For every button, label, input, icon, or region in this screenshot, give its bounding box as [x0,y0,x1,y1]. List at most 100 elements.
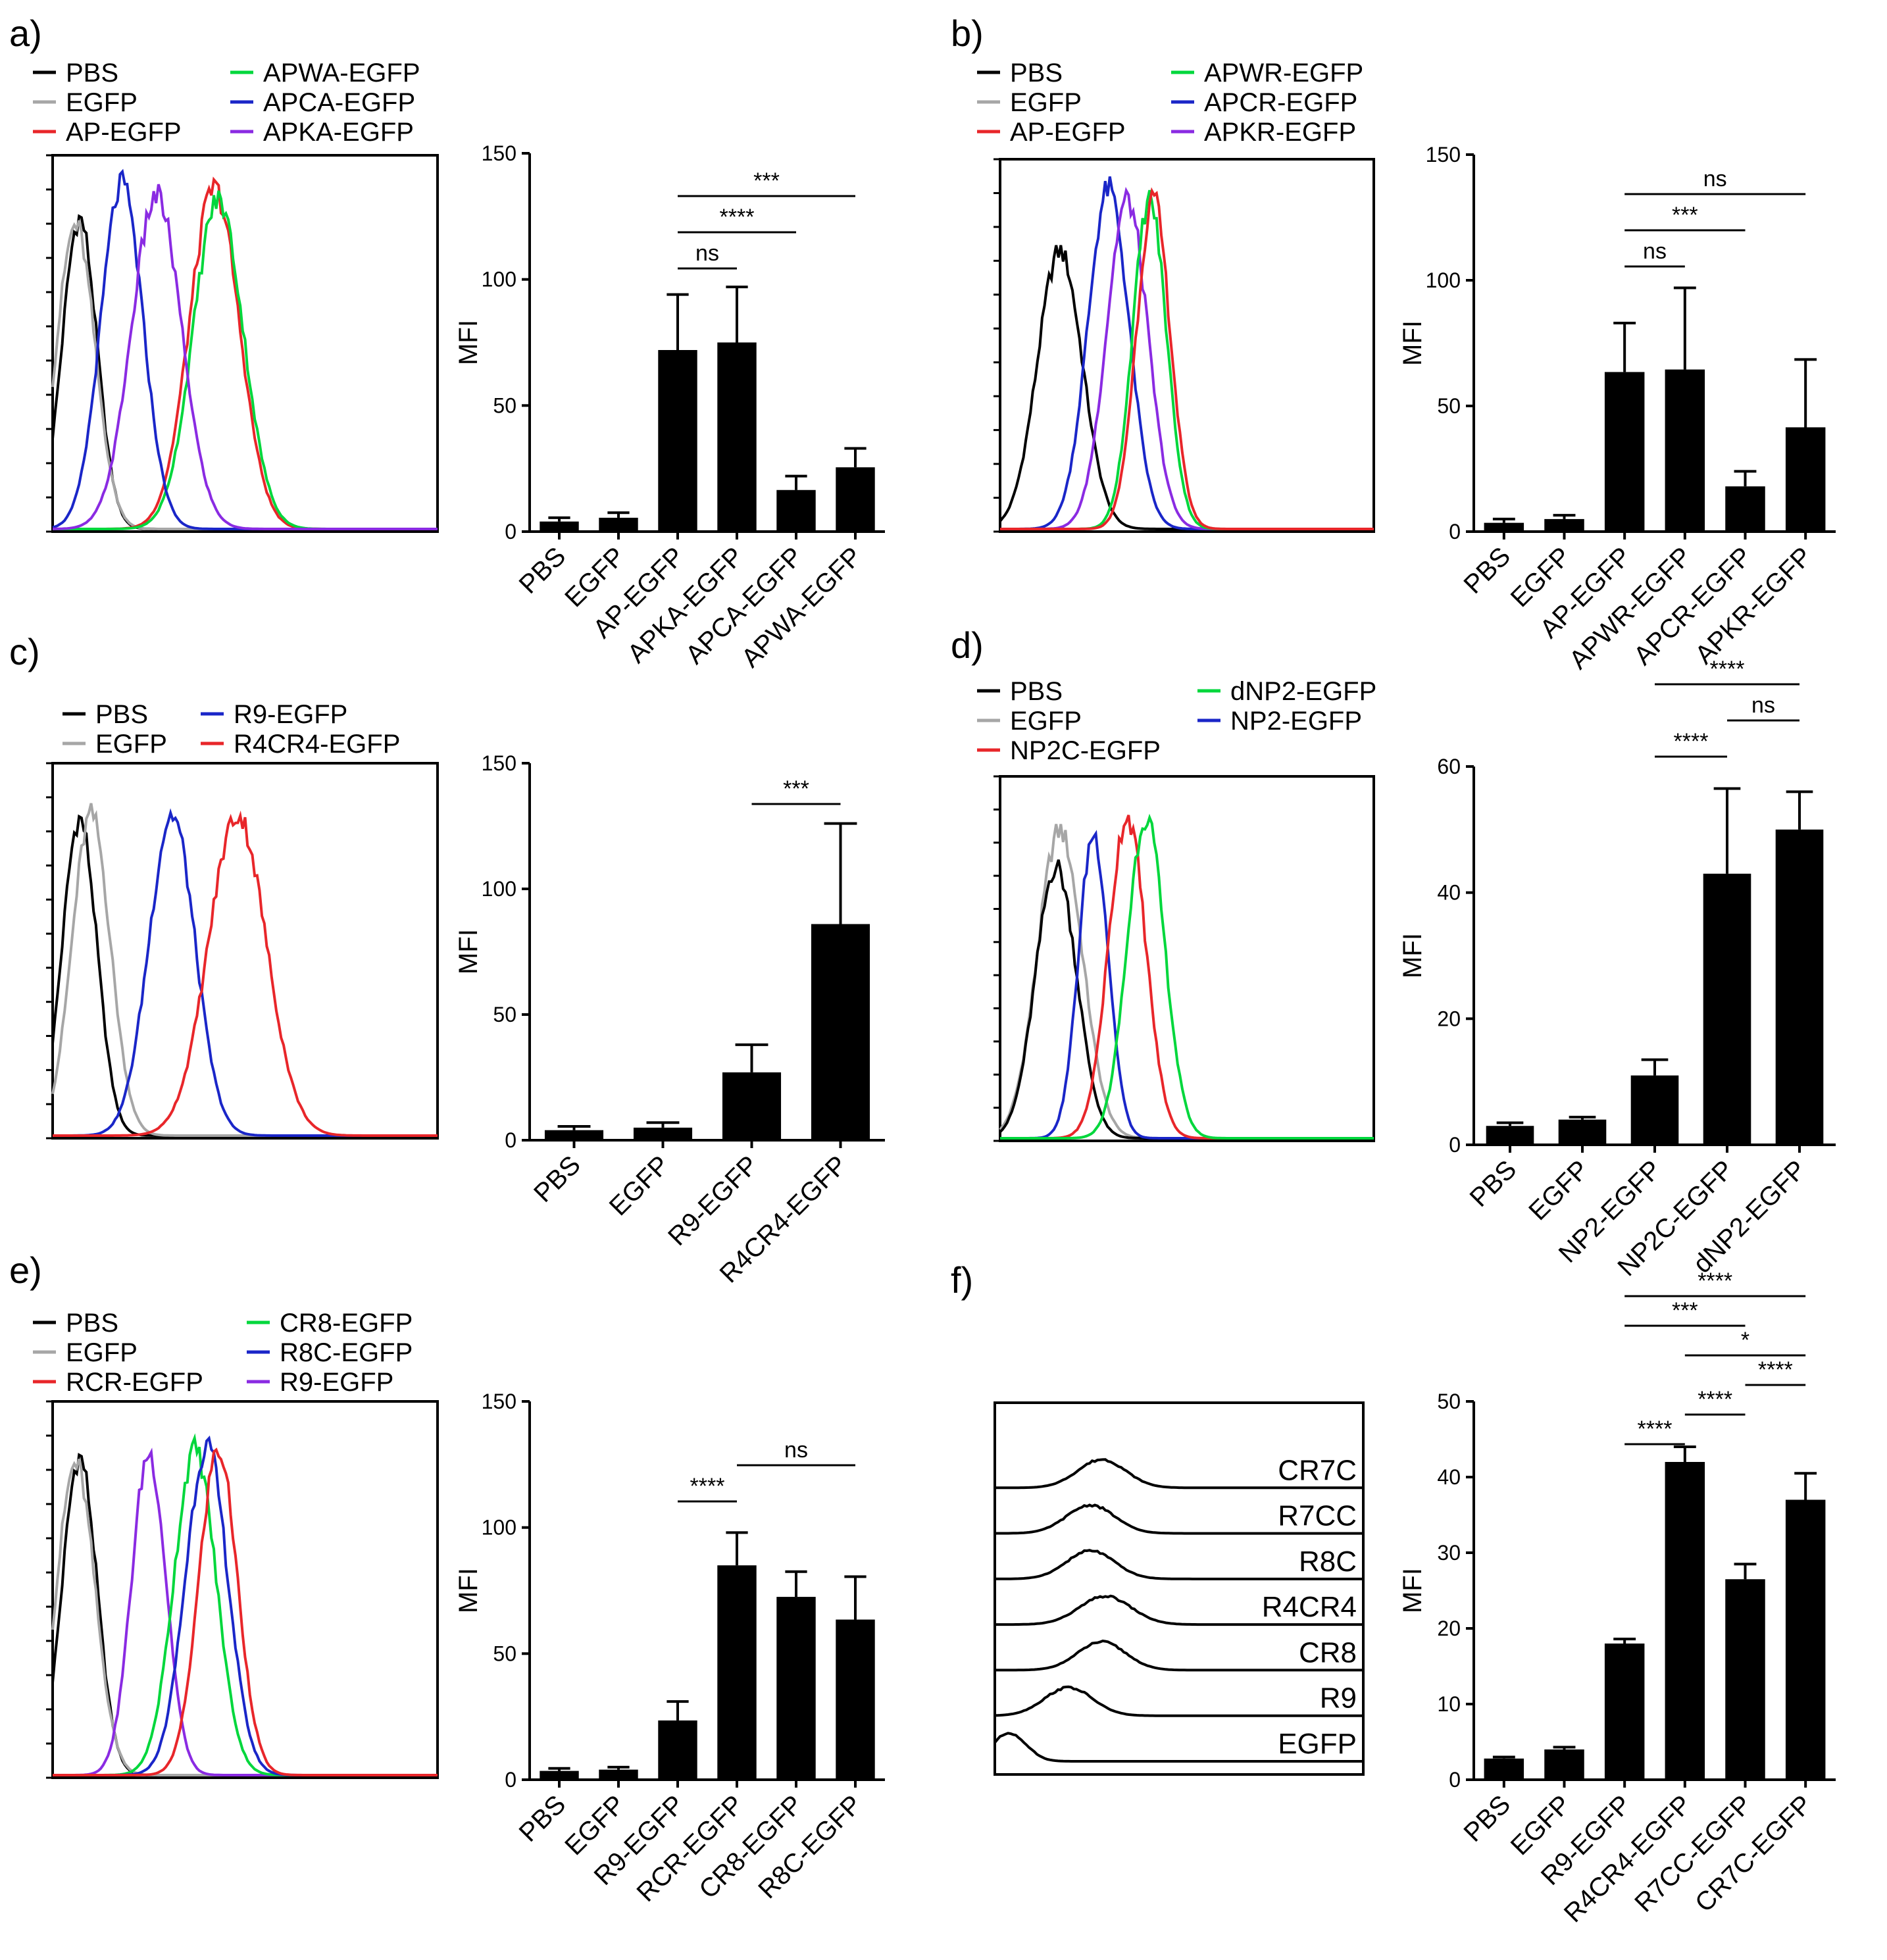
bar-apwr-egfp [1665,369,1705,532]
legend-label: dNP2-EGFP [1230,677,1376,706]
histogram-curve-ap-egfp [1000,187,1374,530]
bar-rcr-egfp [717,1565,757,1780]
y-tick-label: 20 [1437,1617,1461,1640]
panel-label-c: c) [9,631,40,672]
bar-r4cr4-egfp [1665,1462,1705,1780]
significance-label: **** [1638,1417,1673,1442]
bar-chart-b: 050100150MFIPBSEGFPAP-EGFPAPWR-EGFPAPCR-… [1398,143,1836,675]
bar-apcr-egfp [1725,486,1765,532]
y-tick-label: 100 [482,877,516,901]
y-axis-label: MFI [454,1568,483,1613]
panel-label-d: d) [951,624,984,666]
legend-label: APWA-EGFP [263,59,420,88]
legend-label: PBS [66,1309,118,1338]
significance-label: **** [1758,1357,1793,1382]
bar-pbs [1484,522,1524,532]
legend-label: R4CR4-EGFP [234,730,400,759]
x-tick-label: PBS [528,1150,586,1208]
histogram-d [994,775,1375,1142]
ridge-label: R4CR4 [1262,1591,1357,1623]
y-tick-label: 50 [493,1642,516,1665]
legend-label: PBS [95,700,148,729]
histogram-curve-r4cr4-egfp [53,810,438,1137]
ridge-curve-cr8 [995,1639,1363,1672]
y-tick-label: 150 [482,141,516,165]
ridge-label: R8C [1299,1545,1357,1578]
histogram-curve-r8c-egfp [53,1435,438,1776]
legend-label: APKA-EGFP [263,118,414,147]
ridge-label: CR8 [1299,1636,1357,1669]
significance-label: *** [1672,203,1698,228]
histogram-curve-pbs [51,814,438,1137]
histogram-curve-np2-egfp [1000,830,1374,1140]
legend-label: R9-EGFP [280,1368,393,1397]
ridge-curve-r4cr4 [995,1594,1363,1626]
ridge-curve-egfp [994,1732,1363,1763]
bar-pbs [540,521,579,532]
significance-label: ns [1751,693,1775,718]
ridge-label: R9 [1320,1682,1357,1715]
histogram-curve-pbs [999,859,1374,1140]
y-tick-label: 100 [482,268,516,291]
significance-label: **** [1698,1387,1732,1412]
histogram-curve-apka-egfp [53,184,438,530]
significance-label: *** [1672,1298,1698,1323]
significance-label: ns [1643,239,1667,264]
legend-label: AP-EGFP [1010,118,1126,147]
legend-c: PBS EGFP R9-EGFP R4CR4-EGFP [63,700,400,759]
panel-label-f: f) [951,1259,973,1301]
panel-label-a: a) [9,13,42,54]
bar-egfp [1544,1749,1584,1780]
y-tick-label: 0 [505,520,516,543]
legend-e: PBS EGFP RCR-EGFP CR8-EGFP R8C-EGFP R9-E… [33,1309,413,1397]
legend-b: PBS EGFP AP-EGFP APWR-EGFP APCR-EGFP APK… [977,59,1363,147]
y-tick-label: 0 [1449,1768,1461,1792]
y-tick-label: 50 [493,393,516,417]
histogram-curve-r9-egfp [53,808,438,1137]
legend-label: R9-EGFP [234,700,347,729]
bar-ap-egfp [658,350,697,532]
significance-label: *** [783,776,809,801]
bar-chart-a: 050100150MFIPBSEGFPAP-EGFPAPKA-EGFPAPCA-… [454,141,885,673]
bar-apwa-egfp [836,467,875,532]
legend-d: PBS EGFP NP2C-EGFP dNP2-EGFP NP2-EGFP [977,677,1376,765]
histogram-curve-rcr-egfp [53,1447,438,1776]
x-tick-label: EGFP [1523,1155,1594,1226]
bar-chart-e: 050100150MFIPBSEGFPR9-EGFPRCR-EGFPCR8-EG… [454,1390,885,1907]
y-tick-label: 150 [1426,143,1461,166]
significance-label: **** [690,1474,725,1499]
legend-label: R8C-EGFP [280,1338,413,1367]
bar-np2-egfp [1630,1075,1679,1145]
bar-cr8-egfp [776,1597,816,1780]
histogram-curve-r9-egfp [53,1447,438,1776]
x-tick-label: PBS [1465,1155,1522,1213]
significance-label: **** [1698,1269,1732,1294]
significance-label: ns [695,241,719,266]
bar-cr7c-egfp [1785,1499,1826,1780]
bar-egfp [633,1127,693,1140]
bar-apka-egfp [717,342,757,532]
legend-label: EGFP [1010,707,1082,736]
bar-r9-egfp [658,1720,697,1780]
legend-label: EGFP [95,730,167,759]
ridge-label: CR7C [1278,1454,1357,1486]
y-axis-label: MFI [1398,1568,1427,1613]
significance-label: **** [720,205,755,230]
ridge-label: R7CC [1278,1500,1357,1532]
bar-egfp [599,517,638,532]
histogram-curve-cr8-egfp [53,1433,438,1776]
legend-label: APKR-EGFP [1204,118,1356,147]
legend-label: AP-EGFP [66,118,182,147]
histogram-curve-pbs [51,1453,438,1776]
histogram-frame [51,762,439,1140]
y-axis-label: MFI [454,929,483,974]
significance-label: *** [753,168,780,193]
ridge-label: EGFP [1278,1728,1357,1760]
legend-label: APCA-EGFP [263,88,415,117]
y-tick-label: 50 [1437,1390,1461,1413]
y-tick-label: 0 [505,1768,516,1792]
legend-label: EGFP [1010,88,1082,117]
significance-label: **** [1674,729,1709,754]
